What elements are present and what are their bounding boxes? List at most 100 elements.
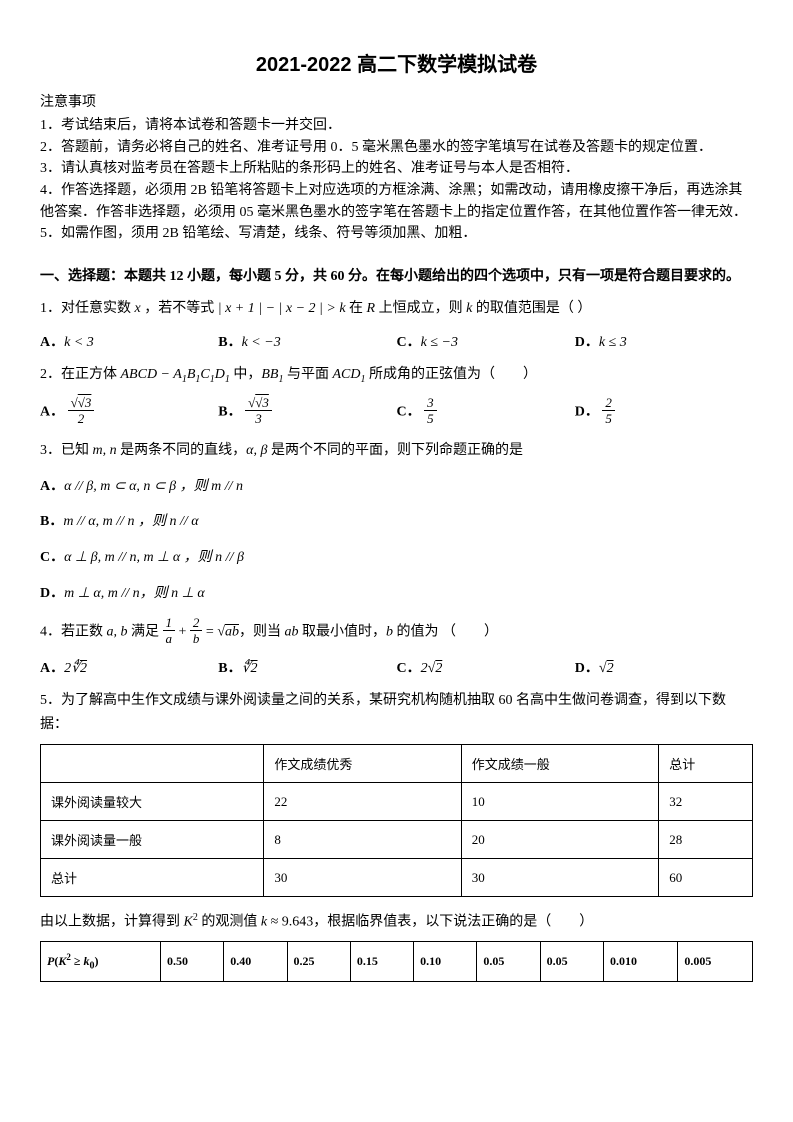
- q4-b-text: 2: [242, 661, 258, 676]
- p-table-cell: 0.15: [350, 941, 413, 981]
- q2-plane: ACD1: [332, 367, 365, 382]
- q2-d-den: 5: [602, 411, 615, 425]
- note-line: 2．答题前，请务必将自己的姓名、准考证号用 0．5 毫米黑色墨水的签字笔填写在试…: [40, 137, 753, 159]
- p-table-cell: 0.25: [287, 941, 350, 981]
- q1-stem-suffix: 上恒成立，则: [375, 301, 466, 316]
- p-table-header: P(K2 ≥ k0): [41, 941, 161, 981]
- notes-heading: 注意事项: [40, 91, 753, 111]
- q5-data-table: 作文成绩优秀 作文成绩一般 总计 课外阅读量较大 22 10 32 课外阅读量一…: [40, 744, 753, 897]
- question-2: 2．在正方体 ABCD − A1B1C1D1 中，BB1 与平面 ACD1 所成…: [40, 363, 753, 388]
- q1-option-d: D．k ≤ 3: [575, 331, 753, 351]
- note-line: 4．作答选择题，必须用 2B 铅笔将答题卡上对应选项的方框涂满、涂黑；如需改动，…: [40, 180, 753, 223]
- q2-option-c: C． 35: [397, 398, 575, 427]
- q1-expr: | x + 1 | − | x − 2 | > k: [218, 301, 346, 316]
- question-4: 4．若正数 a, b 满足 1a + 2b = √ab，则当 ab 取最小值时，…: [40, 618, 753, 647]
- q4-b: b: [386, 624, 393, 639]
- table-cell: 28: [659, 821, 753, 859]
- q3-d-text: m ⊥ α, m // n，则 n ⊥ α: [64, 586, 205, 601]
- q4-ab2: ab: [285, 624, 299, 639]
- note-line: 1．考试结束后，请将本试卷和答题卡一并交回．: [40, 115, 753, 137]
- q2-d-num: 2: [602, 396, 615, 411]
- q4-option-c: C．22: [397, 657, 575, 677]
- table-row: 课外阅读量较大 22 10 32: [41, 783, 753, 821]
- q1-in: 在: [349, 301, 367, 316]
- table-row: 课外阅读量一般 8 20 28: [41, 821, 753, 859]
- q2-stem-mid: 中，: [230, 367, 262, 382]
- table-header: [41, 745, 264, 783]
- q4-options: A．22 B．2 C．22 D．2: [40, 657, 753, 677]
- q2-stem-suffix: 与平面: [283, 367, 332, 382]
- p-table-cell: 0.10: [414, 941, 477, 981]
- table-cell: 课外阅读量一般: [41, 821, 264, 859]
- q2-stem-prefix: 2．在正方体: [40, 367, 121, 382]
- q4-ab: a, b: [107, 624, 128, 639]
- q3-a-text: α // β, m ⊂ α, n ⊂ β ，则 m // n: [64, 479, 243, 494]
- q2-c-num: 3: [424, 396, 437, 411]
- table-cell: 10: [461, 783, 658, 821]
- page: 2021-2022 高二下数学模拟试卷 注意事项 1．考试结束后，请将本试卷和答…: [0, 0, 793, 1122]
- question-5: 5．为了解高中生作文成绩与课外阅读量之间的关系，某研究机构随机抽取 60 名高中…: [40, 689, 753, 737]
- p-table-cell: 0.05: [477, 941, 540, 981]
- q2-option-a: A． √32: [40, 398, 218, 427]
- question-1: 1．对任意实数 x ，若不等式 | x + 1 | − | x − 2 | > …: [40, 297, 753, 321]
- q2-option-b: B． √33: [218, 398, 396, 427]
- q4-stem-prefix: 4．若正数: [40, 624, 107, 639]
- q1-stem-mid: ，若不等式: [141, 301, 215, 316]
- q1-option-b-text: k < −3: [242, 335, 281, 350]
- table-row: 总计 30 30 60: [41, 859, 753, 897]
- q4-c-text: 22: [421, 661, 443, 676]
- q5-follow: 由以上数据，计算得到 K2 的观测值 k ≈ 9.643，根据临界值表，以下说法…: [40, 909, 753, 934]
- q4-option-b: B．2: [218, 657, 396, 677]
- table-cell: 30: [461, 859, 658, 897]
- q1-option-c-text: k ≤ −3: [421, 335, 458, 350]
- table-cell: 课外阅读量较大: [41, 783, 264, 821]
- exam-title: 2021-2022 高二下数学模拟试卷: [40, 48, 753, 77]
- q1-option-c: C．k ≤ −3: [397, 331, 575, 351]
- q1-option-a: A．k < 3: [40, 331, 218, 351]
- q4-option-a: A．22: [40, 657, 218, 677]
- q1-option-a-text: k < 3: [64, 335, 94, 350]
- q2-b-den: 3: [245, 411, 272, 425]
- q4-stem-suffix2: 取最小值时，: [299, 624, 387, 639]
- q2-a-den: 2: [68, 411, 95, 425]
- p-table-cell: 0.05: [540, 941, 603, 981]
- table-header: 作文成绩优秀: [264, 745, 461, 783]
- q2-stem-suffix2: 所成角的正弦值为（ ）: [365, 367, 537, 382]
- question-3: 3．已知 m, n 是两条不同的直线，α, β 是两个不同的平面，则下列命题正确…: [40, 439, 753, 463]
- q4-stem-suffix3: 的值为 （ ）: [393, 624, 498, 639]
- note-line: 5．如需作图，须用 2B 铅笔绘、写清楚，线条、符号等须加黑、加粗．: [40, 223, 753, 245]
- p-table-cell: 0.010: [603, 941, 677, 981]
- q1-stem-prefix: 1．对任意实数: [40, 301, 135, 316]
- q4-stem-mid: 满足: [128, 624, 163, 639]
- q2-cube: ABCD − A1B1C1D1: [121, 367, 230, 382]
- p-table-cell: 0.50: [160, 941, 223, 981]
- p-table-cell: 0.005: [678, 941, 753, 981]
- p-table-cell: 0.40: [224, 941, 287, 981]
- q5-p-table: P(K2 ≥ k0) 0.50 0.40 0.25 0.15 0.10 0.05…: [40, 941, 753, 982]
- q1-option-d-text: k ≤ 3: [599, 335, 627, 350]
- table-cell: 20: [461, 821, 658, 859]
- table-cell: 30: [264, 859, 461, 897]
- table-cell: 8: [264, 821, 461, 859]
- q3-option-c: C．α ⊥ β, m // n, m ⊥ α ，则 n // β: [40, 546, 753, 570]
- table-cell: 32: [659, 783, 753, 821]
- q3-b-text: m // α, m // n ，则 n // α: [63, 514, 198, 529]
- q2-options: A． √32 B． √33 C． 35 D． 25: [40, 398, 753, 427]
- table-cell: 60: [659, 859, 753, 897]
- table-row: 作文成绩优秀 作文成绩一般 总计: [41, 745, 753, 783]
- q3-option-d: D．m ⊥ α, m // n，则 n ⊥ α: [40, 582, 753, 606]
- table-row: P(K2 ≥ k0) 0.50 0.40 0.25 0.15 0.10 0.05…: [41, 941, 753, 981]
- table-cell: 总计: [41, 859, 264, 897]
- q4-option-d: D．2: [575, 657, 753, 677]
- q4-a-text: 22: [64, 661, 87, 676]
- table-header: 作文成绩一般: [461, 745, 658, 783]
- q2-b-num: √3: [255, 395, 269, 410]
- q4-d-text: 2: [599, 661, 614, 676]
- q4-stem-suffix: ，则当: [239, 624, 285, 639]
- q3-option-a: A．α // β, m ⊂ α, n ⊂ β ，则 m // n: [40, 475, 753, 499]
- q2-c-den: 5: [424, 411, 437, 425]
- q2-option-d: D． 25: [575, 398, 753, 427]
- q1-R: R: [367, 301, 376, 316]
- note-line: 3．请认真核对监考员在答题卡上所粘贴的条形码上的姓名、准考证号与本人是否相符．: [40, 158, 753, 180]
- table-cell: 22: [264, 783, 461, 821]
